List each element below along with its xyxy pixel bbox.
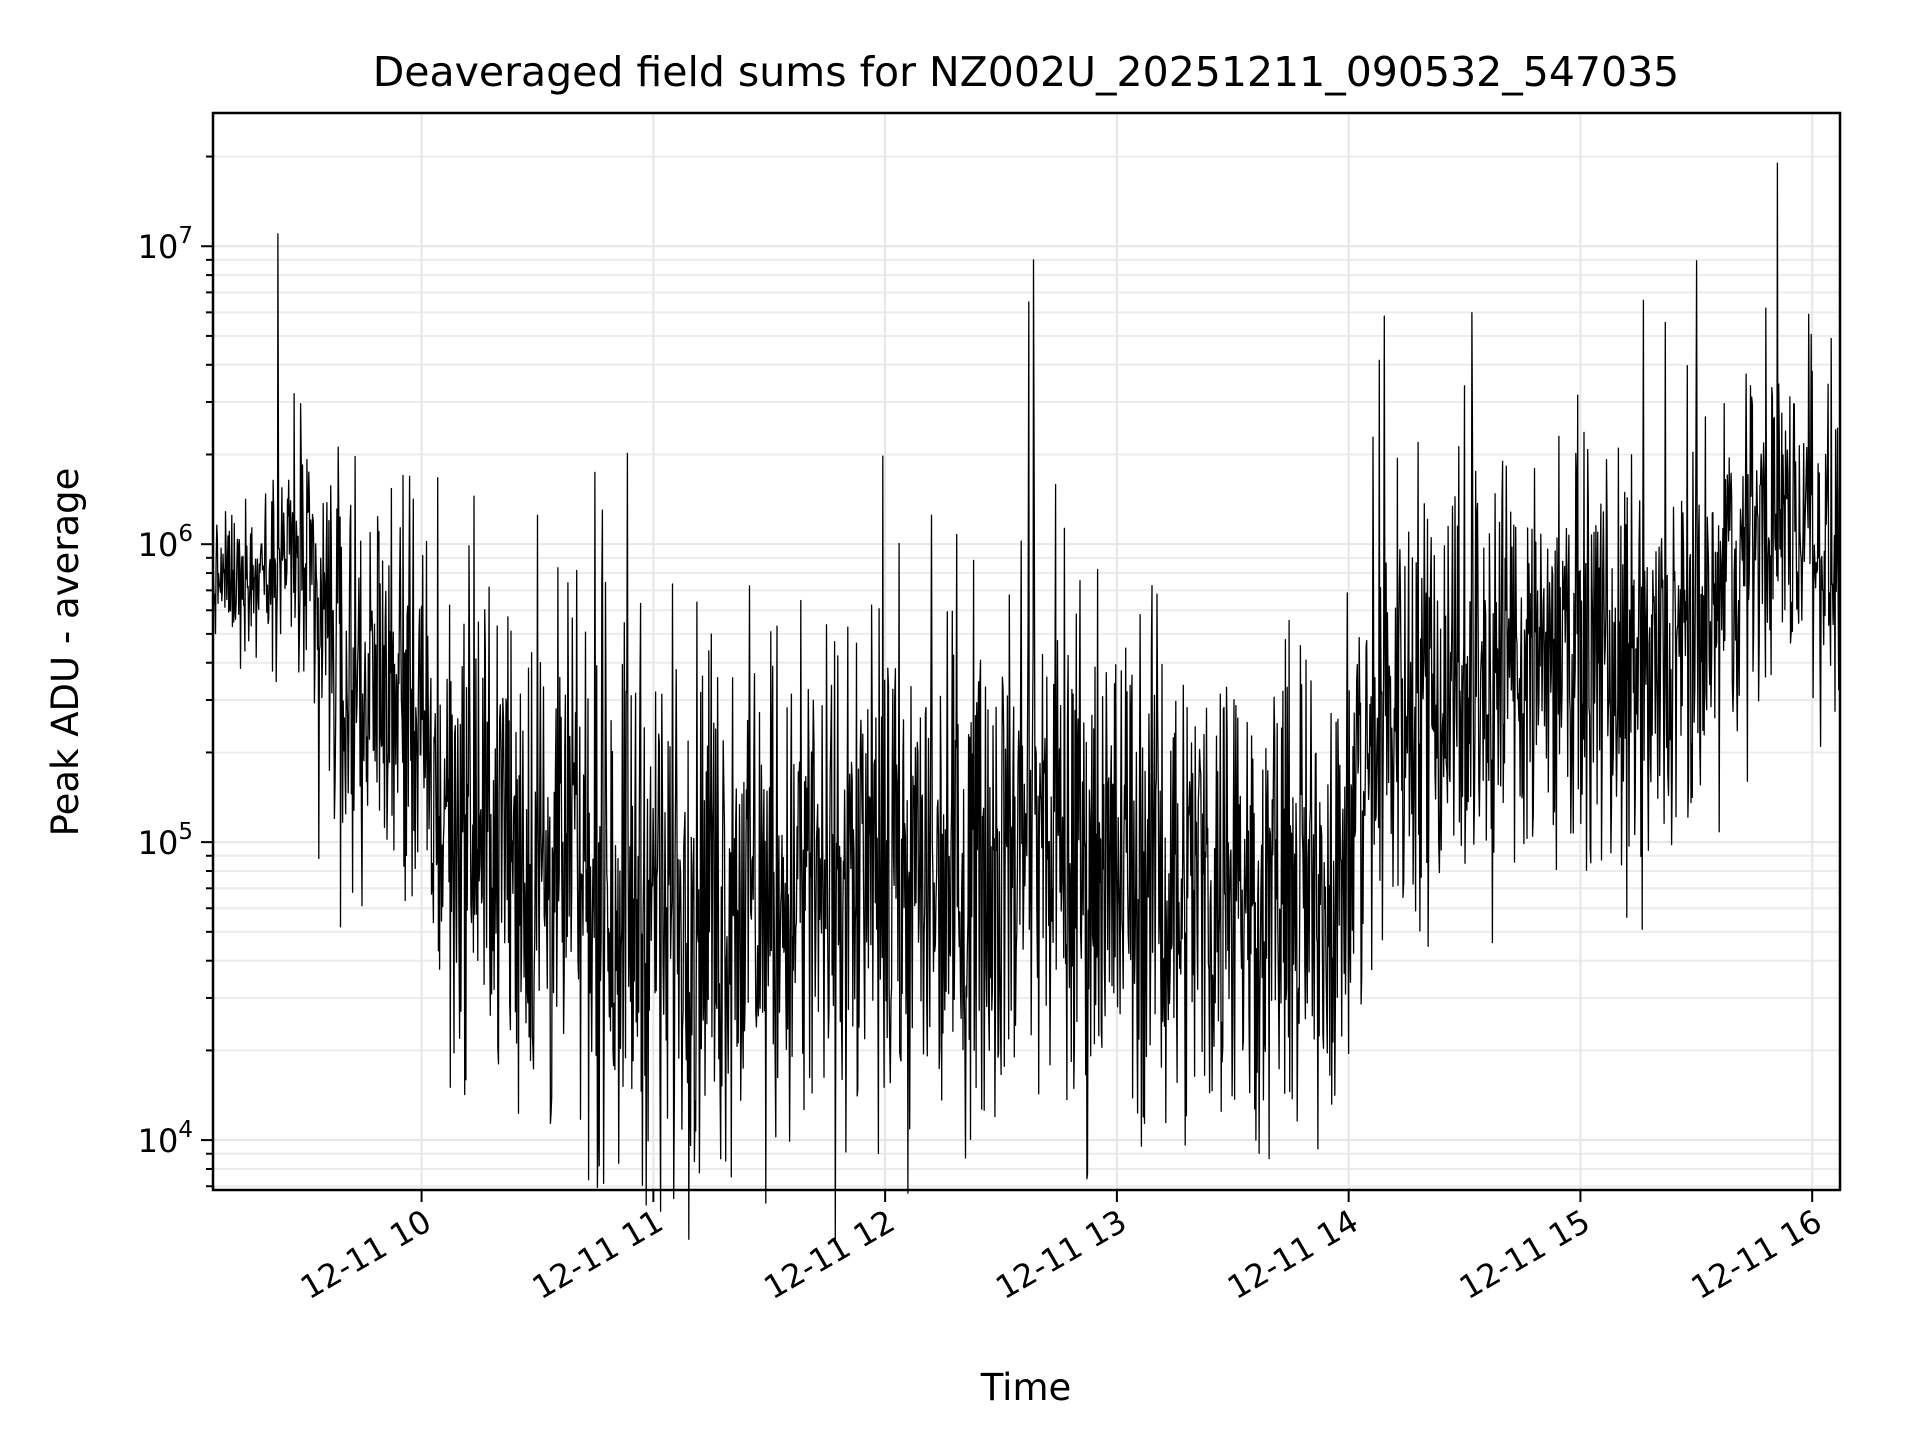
y-tick-base: 10 (138, 824, 179, 862)
y-tick-label: 105 (138, 819, 193, 862)
plot-frame (211, 111, 1842, 1192)
y-tick-base: 10 (138, 1122, 179, 1160)
x-axis-label: Time (980, 1366, 1072, 1409)
y-tick-exponent: 7 (178, 223, 193, 249)
y-axis-label: Peak ADU - average (44, 468, 87, 837)
y-tick-base: 10 (138, 526, 179, 564)
y-tick-exponent: 5 (178, 819, 193, 845)
y-tick-base: 10 (138, 228, 179, 266)
y-tick-label: 107 (138, 223, 193, 266)
series-group (212, 162, 1841, 1243)
y-tick-label: 104 (138, 1117, 193, 1160)
y-tick-label: 106 (138, 521, 193, 564)
series-line-field-sums (212, 162, 1841, 1243)
chart-title: Deaveraged field sums for NZ002U_2025121… (373, 48, 1680, 96)
y-tick-exponent: 4 (178, 1117, 193, 1143)
y-tick-exponent: 6 (178, 521, 193, 547)
